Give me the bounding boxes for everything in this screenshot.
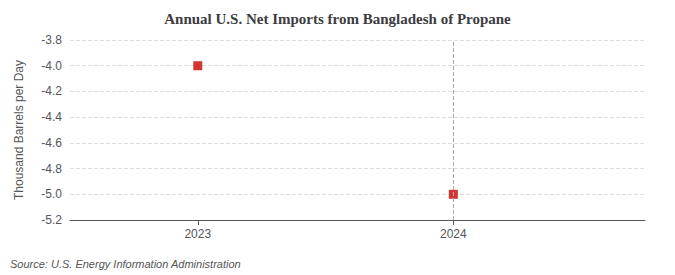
svg-text:-4.6: -4.6 <box>41 136 62 150</box>
svg-text:-4.4: -4.4 <box>41 110 62 124</box>
svg-text:-4.8: -4.8 <box>41 162 62 176</box>
svg-text:Source: U.S. Energy Informatio: Source: U.S. Energy Information Administ… <box>10 258 241 270</box>
svg-text:2024: 2024 <box>440 227 467 241</box>
svg-text:-5.0: -5.0 <box>41 187 62 201</box>
svg-text:2023: 2023 <box>184 227 211 241</box>
svg-text:Thousand Barrels per Day: Thousand Barrels per Day <box>12 60 26 200</box>
svg-text:Annual U.S. Net Imports from B: Annual U.S. Net Imports from Bangladesh … <box>164 11 511 27</box>
svg-text:-5.2: -5.2 <box>41 213 62 227</box>
svg-text:-4.0: -4.0 <box>41 59 62 73</box>
svg-text:-3.8: -3.8 <box>41 33 62 47</box>
svg-text:-4.2: -4.2 <box>41 84 62 98</box>
